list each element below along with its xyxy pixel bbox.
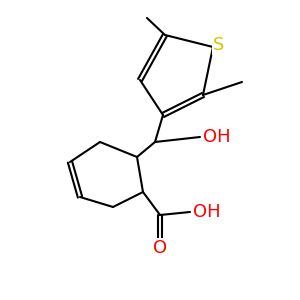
Text: OH: OH — [193, 203, 221, 221]
Text: OH: OH — [203, 128, 231, 146]
Text: S: S — [213, 36, 225, 54]
Text: O: O — [153, 239, 167, 257]
